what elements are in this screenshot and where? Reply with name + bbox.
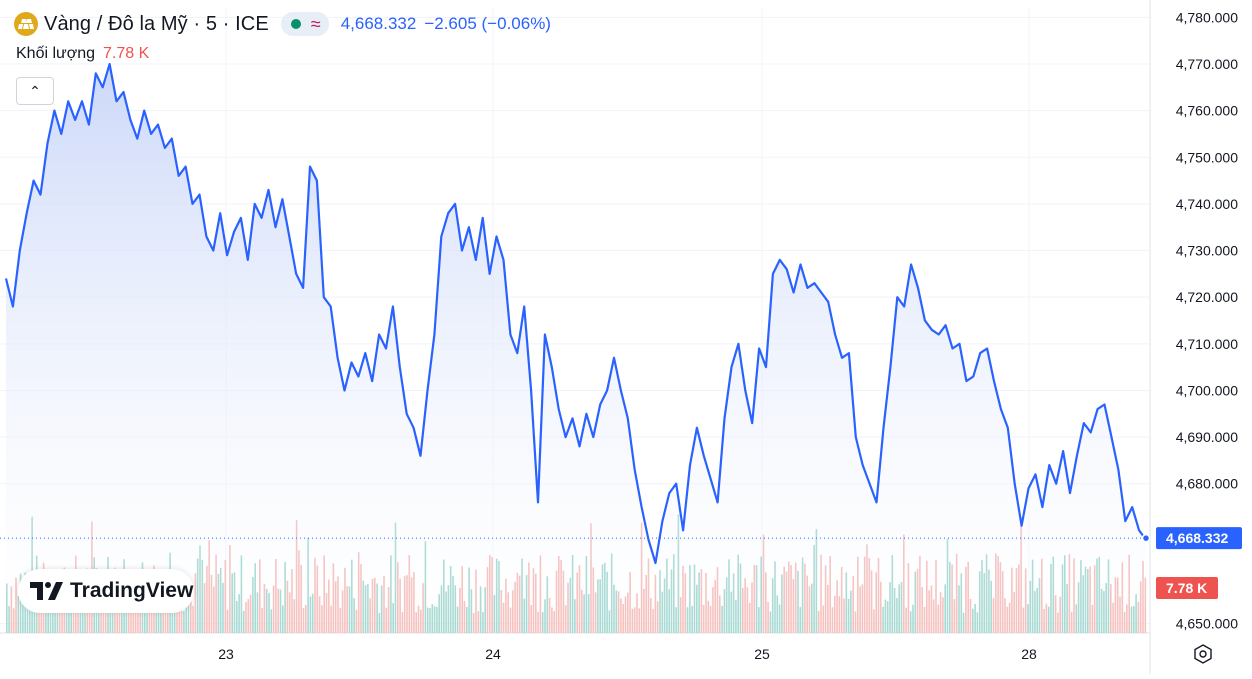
chevron-up-icon: ⌃ bbox=[29, 82, 41, 99]
svg-text:7.78 K: 7.78 K bbox=[1166, 580, 1207, 596]
symbol-header: Vàng / Đô la Mỹ · 5 · ICE ≈ 4,668.332 −2… bbox=[14, 10, 551, 38]
price-change: −2.605 (−0.06%) bbox=[424, 14, 551, 33]
tradingview-wordmark: TradingView bbox=[70, 579, 194, 602]
x-tick-label: 23 bbox=[218, 646, 234, 662]
price-axis: 4,780.000 4,770.000 4,760.000 4,750.000 4,74… bbox=[1176, 9, 1238, 631]
collapse-legend-button[interactable]: ⌃ bbox=[16, 77, 54, 105]
svg-text:4,668.332: 4,668.332 bbox=[1166, 530, 1228, 546]
volume-value: 7.78 K bbox=[103, 45, 150, 62]
y-tick-label: 4,680.000 bbox=[1176, 476, 1238, 492]
current-price: 4,668.332 bbox=[340, 14, 417, 33]
last-price-point bbox=[1141, 533, 1151, 543]
y-tick-label: 4,690.000 bbox=[1176, 429, 1238, 445]
settings-gear-icon bbox=[1194, 644, 1212, 664]
market-status-pill[interactable]: ≈ bbox=[280, 12, 329, 36]
y-tick-label: 4,720.000 bbox=[1176, 289, 1238, 305]
x-tick-label: 28 bbox=[1021, 646, 1037, 662]
volume-legend[interactable]: Khối lượng 7.78 K bbox=[16, 45, 149, 63]
symbol-title[interactable]: Vàng / Đô la Mỹ · 5 · ICE bbox=[44, 12, 269, 35]
y-tick-label: 4,760.000 bbox=[1176, 103, 1238, 119]
volume-label: Khối lượng bbox=[16, 45, 96, 62]
volume-tag: 7.78 K bbox=[1156, 577, 1218, 599]
tradingview-mark-icon bbox=[30, 582, 63, 600]
y-tick-label: 4,730.000 bbox=[1176, 243, 1238, 259]
approx-icon: ≈ bbox=[310, 14, 321, 34]
last-price-tag: 4,668.332 bbox=[1156, 527, 1242, 550]
gold-icon[interactable] bbox=[14, 12, 38, 36]
market-open-dot-icon bbox=[290, 19, 301, 29]
y-tick-label: 4,780.000 bbox=[1176, 9, 1238, 25]
x-tick-label: 24 bbox=[485, 646, 501, 662]
y-tick-label: 4,740.000 bbox=[1176, 196, 1238, 212]
y-tick-label: 4,750.000 bbox=[1176, 149, 1238, 165]
y-tick-label: 4,770.000 bbox=[1176, 56, 1238, 72]
price-line bbox=[4, 62, 1147, 565]
price-area-fill bbox=[6, 64, 1146, 633]
x-tick-label: 25 bbox=[754, 646, 770, 662]
y-tick-label: 4,710.000 bbox=[1176, 336, 1238, 352]
tradingview-logo[interactable]: TradingView bbox=[18, 569, 194, 613]
chart-settings-button[interactable] bbox=[1192, 643, 1214, 665]
time-axis: 23 24 25 28 bbox=[218, 646, 1037, 662]
y-tick-label: 4,650.000 bbox=[1176, 616, 1238, 632]
y-tick-label: 4,700.000 bbox=[1176, 382, 1238, 398]
